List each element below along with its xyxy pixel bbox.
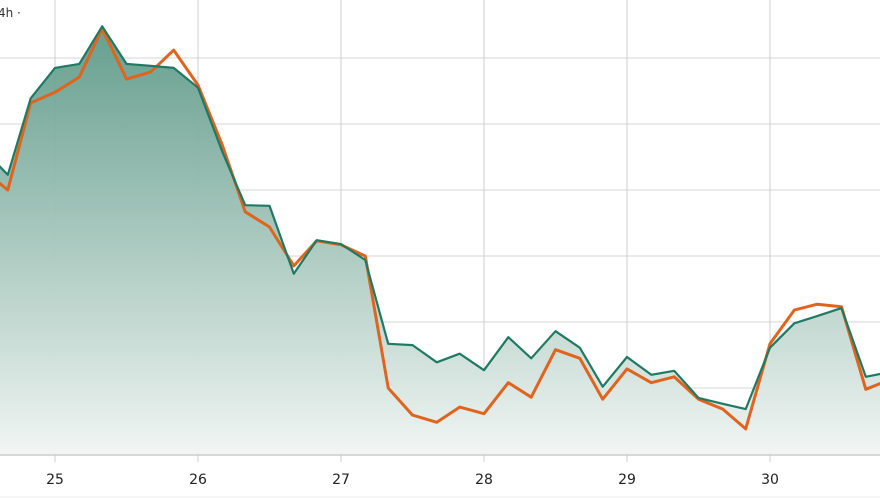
series-area-fill (0, 26, 880, 454)
series-layer (0, 25, 880, 454)
x-axis: 25 26 27 28 29 30 (0, 454, 880, 498)
x-tick-label: 28 (475, 472, 493, 488)
x-tick-label: 30 (761, 472, 779, 488)
x-tick-label: 26 (189, 472, 207, 488)
series-line-orange (0, 26, 880, 431)
x-tick-label: 29 (618, 472, 636, 488)
x-tick-label: 27 (332, 472, 350, 488)
interval-label: 4h · (0, 6, 21, 20)
x-tick-label: 25 (46, 472, 64, 488)
series-line-green (0, 25, 880, 411)
